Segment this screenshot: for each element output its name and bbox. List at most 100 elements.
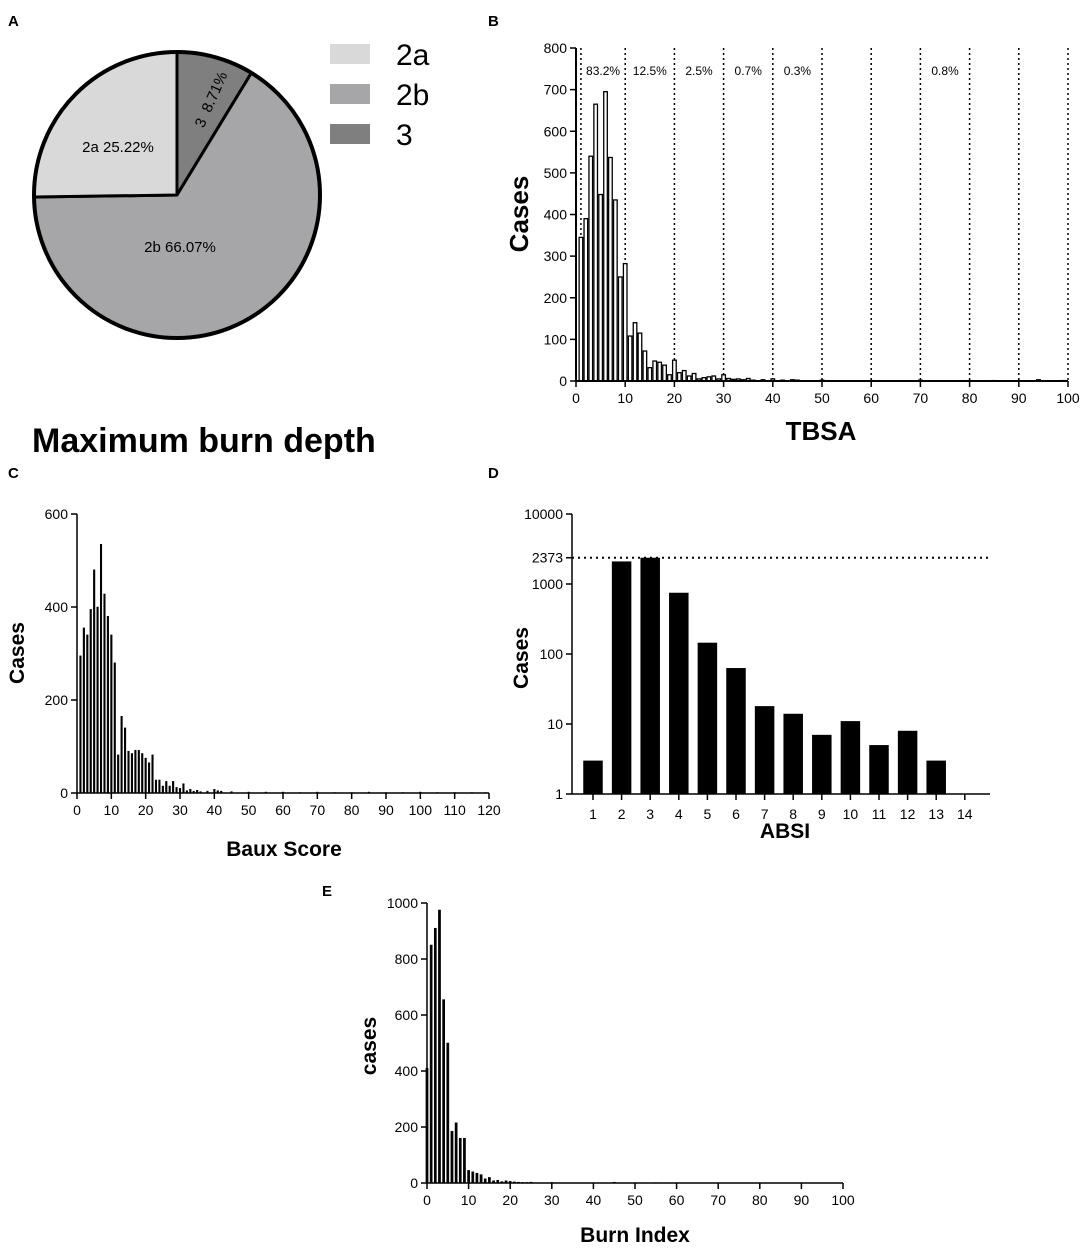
y-tick-label: 1 xyxy=(555,786,563,802)
legend-label-2a: 2a xyxy=(396,39,430,72)
tbsa-plot: 0 10 20 30 40 50 60 70 80 90 100 0 100 200 300 400 500 60… xyxy=(544,40,1080,406)
y-tick-label: 100 xyxy=(544,331,568,347)
x-tick-label: 60 xyxy=(669,1192,685,1208)
x-tick-label: 20 xyxy=(138,802,154,818)
bar xyxy=(141,753,144,794)
y-tick-label: 200 xyxy=(544,290,568,306)
bar xyxy=(137,749,140,794)
bar xyxy=(676,372,682,382)
x-tick-label: 50 xyxy=(627,1192,643,1208)
percent-annotation: 0.7% xyxy=(735,64,763,78)
panel-e-burn-index-histogram: E 0 10 20 30 40 50 60 70 80 90 1000200400600800100… xyxy=(322,883,855,1247)
bar xyxy=(652,360,658,382)
x-tick-label: 11 xyxy=(872,806,887,822)
bar-absi-2 xyxy=(611,561,632,794)
x-tick-label: 80 xyxy=(962,390,978,406)
bar xyxy=(603,91,608,382)
legend-label-3: 3 xyxy=(396,119,413,152)
panel-d-absi-barchart: D 1 2 3 4 5 6 7 8 9 10 11 12 13 141101001000237310000… xyxy=(488,465,990,843)
x-tick-label: 10 xyxy=(617,390,633,406)
bar xyxy=(130,753,133,794)
y-tick-label: 600 xyxy=(395,1007,419,1023)
bar xyxy=(82,627,85,794)
bar xyxy=(86,634,89,794)
percent-annotation: 83.2% xyxy=(586,64,620,78)
bar xyxy=(598,193,604,382)
bar xyxy=(182,783,185,794)
burn-index-ylabel: cases xyxy=(358,1017,381,1075)
bar xyxy=(446,1042,450,1184)
bar-absi-1 xyxy=(583,760,603,794)
bar xyxy=(657,361,663,382)
bar-absi-10 xyxy=(840,721,861,794)
bar xyxy=(617,276,623,382)
x-tick-label: 20 xyxy=(502,1192,518,1208)
bar xyxy=(681,369,687,382)
bar xyxy=(627,335,633,382)
bar xyxy=(165,781,168,794)
bar xyxy=(637,332,643,382)
bar xyxy=(471,1171,475,1184)
bar xyxy=(120,716,123,794)
legend-swatch-2b xyxy=(330,84,370,104)
x-tick-label: 13 xyxy=(928,806,944,822)
x-tick-label: 100 xyxy=(1056,390,1080,406)
y-tick-label: 0 xyxy=(559,373,567,389)
x-tick-label: 50 xyxy=(241,802,257,818)
baux-plot: 0 10 20 30 40 50 60 70 80 90 100 110 120 0 200 400 600 xyxy=(45,506,501,818)
bar-absi-8 xyxy=(783,713,803,794)
x-tick-label: 10 xyxy=(843,806,859,822)
bar xyxy=(127,750,130,794)
bar xyxy=(113,662,116,794)
bar-absi-9 xyxy=(812,734,832,794)
x-tick-label: 80 xyxy=(344,802,360,818)
pie-outline xyxy=(32,50,322,340)
x-tick-label: 70 xyxy=(310,802,326,818)
bar xyxy=(117,754,120,794)
x-tick-label: 100 xyxy=(409,802,433,818)
absi-ylabel: Cases xyxy=(510,627,533,689)
y-tick-label: 800 xyxy=(544,40,568,56)
x-tick-label: 40 xyxy=(765,390,781,406)
x-tick-label: 120 xyxy=(477,802,501,818)
bar xyxy=(429,944,433,1184)
panel-label-e: E xyxy=(322,883,332,900)
x-tick-label: 30 xyxy=(716,390,732,406)
x-tick-label: 30 xyxy=(172,802,188,818)
bar xyxy=(578,236,584,382)
y-tick-label: 2373 xyxy=(532,550,563,566)
y-tick-label: 200 xyxy=(45,692,69,708)
y-tick-label: 300 xyxy=(544,248,568,264)
bar xyxy=(467,1170,470,1184)
pie-slice-label-2b: 2b 66.07% xyxy=(144,239,216,256)
bar xyxy=(106,616,109,794)
y-tick-label: 1000 xyxy=(532,576,563,592)
bar xyxy=(158,779,161,794)
x-tick-label: 80 xyxy=(752,1192,768,1208)
burn-index-xlabel: Burn Index xyxy=(580,1224,690,1247)
bar xyxy=(691,372,697,382)
bar xyxy=(463,1137,466,1184)
percent-annotation: 12.5% xyxy=(633,64,667,78)
bar xyxy=(454,1122,458,1184)
bar xyxy=(450,1130,454,1184)
y-tick-label: 400 xyxy=(544,207,568,223)
x-tick-label: 100 xyxy=(831,1192,855,1208)
bar xyxy=(458,1137,462,1184)
bar xyxy=(671,359,677,382)
panel-label-d: D xyxy=(488,465,499,482)
y-tick-label: 500 xyxy=(544,165,568,181)
panel-c-baux-histogram: C 0 10 20 30 40 50 60 70 80 90 100 110 120 0 200 400 600… xyxy=(6,465,501,861)
bar xyxy=(168,785,171,794)
x-tick-label: 0 xyxy=(572,390,580,406)
tbsa-ylabel: Cases xyxy=(504,176,534,253)
legend-swatch-2a xyxy=(330,44,370,64)
x-tick-label: 10 xyxy=(104,802,120,818)
y-tick-label: 100 xyxy=(540,646,564,662)
x-tick-label: 3 xyxy=(646,806,654,822)
x-tick-label: 14 xyxy=(957,806,973,822)
x-tick-label: 30 xyxy=(544,1192,560,1208)
y-tick-label: 400 xyxy=(395,1063,419,1079)
